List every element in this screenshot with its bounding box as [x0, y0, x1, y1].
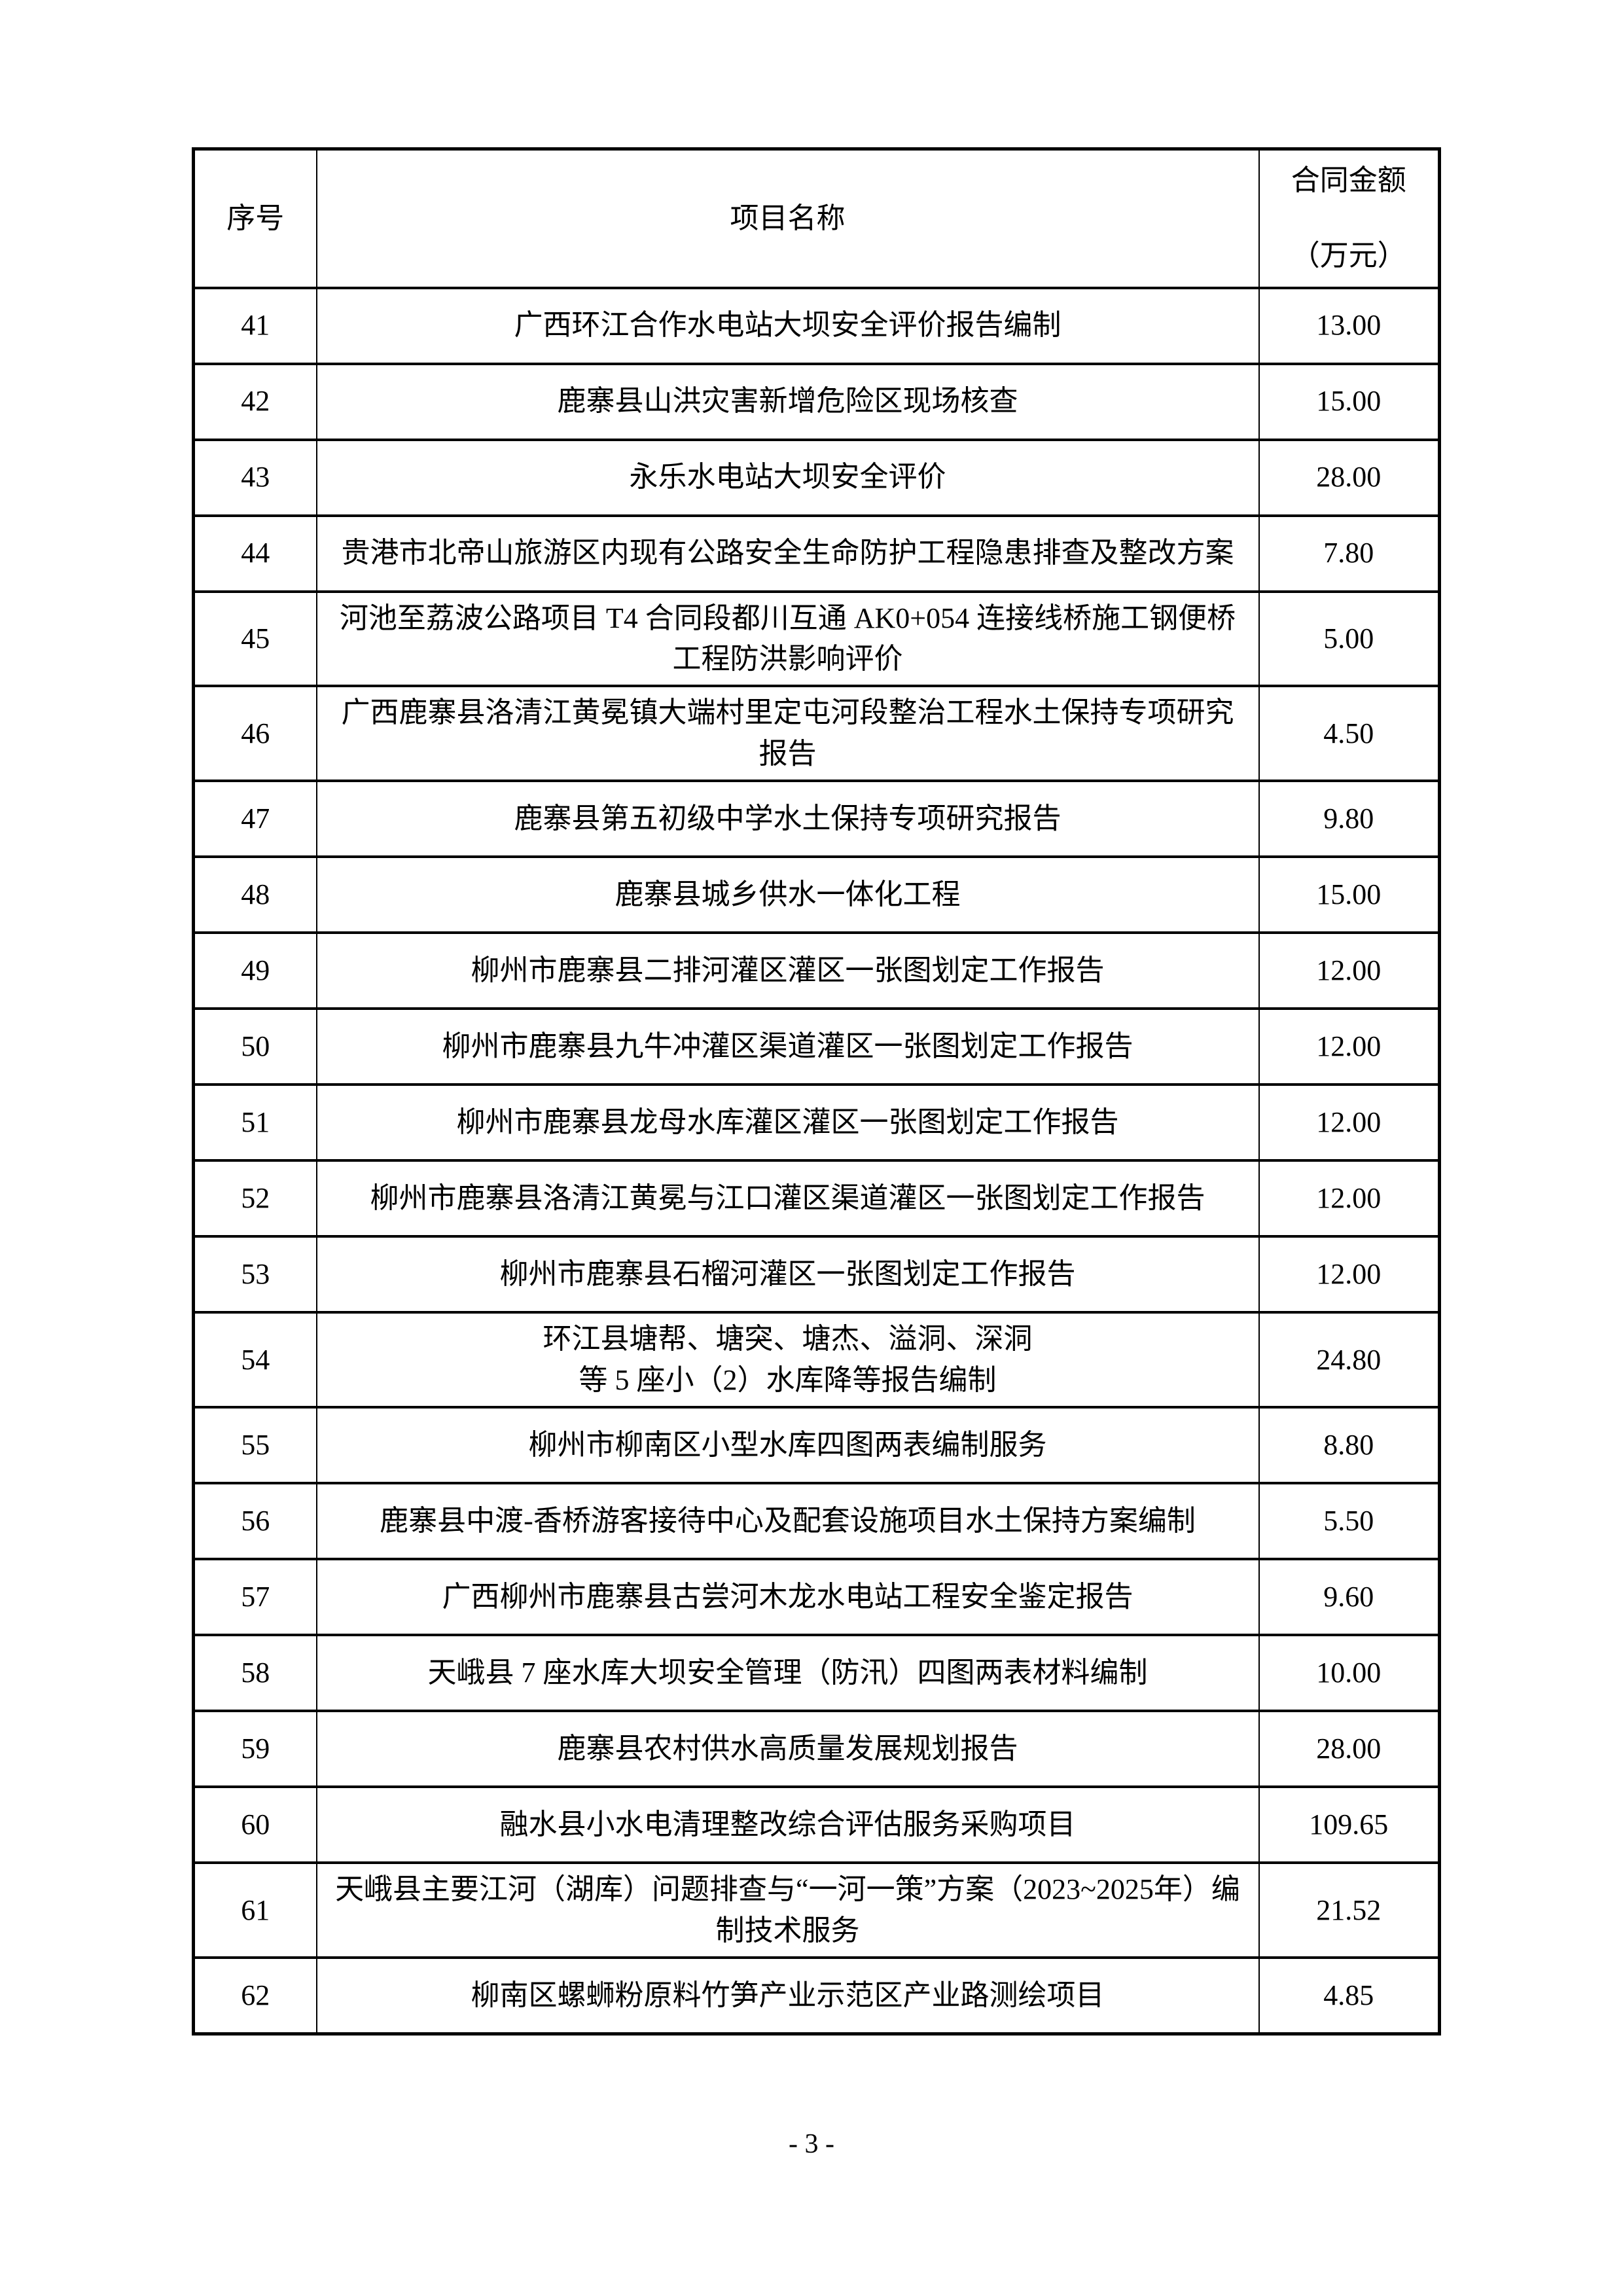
table-row: 47 鹿寨县第五初级中学水土保持专项研究报告 9.80	[192, 780, 1440, 859]
row-project-name-cell: 永乐水电站大坝安全评价	[315, 438, 1260, 517]
table-row: 56 鹿寨县中渡-香桥游客接待中心及配套设施项目水土保持方案编制 5.50	[192, 1482, 1440, 1561]
row-amount-cell: 15.00	[1258, 855, 1440, 935]
row-index-cell: 54	[192, 1311, 317, 1409]
row-project-name-cell: 柳州市鹿寨县龙母水库灌区灌区一张图划定工作报告	[315, 1083, 1260, 1162]
row-index-cell: 50	[192, 1007, 317, 1086]
row-amount-cell: 8.80	[1258, 1406, 1440, 1485]
table-row: 45 河池至荔波公路项目 T4 合同段都川互通 AK0+054 连接线桥施工钢便…	[192, 590, 1440, 688]
table-row: 62 柳南区螺蛳粉原料竹笋产业示范区产业路测绘项目 4.85	[192, 1956, 1440, 2036]
row-index-cell: 57	[192, 1558, 317, 1637]
row-project-name-cell: 广西鹿寨县洛清江黄冕镇大端村里定屯河段整治工程水土保持专项研究报告	[315, 685, 1260, 783]
row-amount-cell: 109.65	[1258, 1785, 1440, 1865]
row-project-name-cell: 天峨县 7 座水库大坝安全管理（防汛）四图两表材料编制	[315, 1634, 1260, 1713]
table-row: 50 柳州市鹿寨县九牛冲灌区渠道灌区一张图划定工作报告 12.00	[192, 1007, 1440, 1086]
row-amount-cell: 10.00	[1258, 1634, 1440, 1713]
table-row: 44 贵港市北帝山旅游区内现有公路安全生命防护工程隐患排查及整改方案 7.80	[192, 514, 1440, 593]
table-row: 53 柳州市鹿寨县石榴河灌区一张图划定工作报告 12.00	[192, 1235, 1440, 1314]
table-row: 52 柳州市鹿寨县洛清江黄冕与江口灌区渠道灌区一张图划定工作报告 12.00	[192, 1159, 1440, 1238]
row-amount-cell: 24.80	[1258, 1311, 1440, 1409]
projects-table: 序号 项目名称 合同金额 （万元） 41 广西环江合作水电站大坝安全评价报告编制…	[192, 147, 1441, 2036]
row-amount-cell: 12.00	[1258, 1235, 1440, 1314]
header-amount-title: 合同金额	[1291, 164, 1406, 197]
row-index-cell: 49	[192, 931, 317, 1011]
table-row: 55 柳州市柳南区小型水库四图两表编制服务 8.80	[192, 1406, 1440, 1485]
row-index-cell: 62	[192, 1956, 317, 2036]
table-row: 57 广西柳州市鹿寨县古尝河木龙水电站工程安全鉴定报告 9.60	[192, 1558, 1440, 1637]
row-index-cell: 59	[192, 1710, 317, 1789]
row-project-name-cell: 鹿寨县山洪灾害新增危险区现场核查	[315, 362, 1260, 441]
row-project-name-cell: 鹿寨县中渡-香桥游客接待中心及配套设施项目水土保持方案编制	[315, 1482, 1260, 1561]
row-index-cell: 45	[192, 590, 317, 688]
row-project-name-cell: 环江县塘帮、塘突、塘杰、溢洞、深洞 等 5 座小（2）水库降等报告编制	[315, 1311, 1260, 1409]
header-amount-unit: （万元）	[1291, 239, 1406, 272]
row-index-cell: 48	[192, 855, 317, 935]
row-amount-cell: 12.00	[1258, 1159, 1440, 1238]
row-amount-cell: 9.80	[1258, 780, 1440, 859]
table-row: 61 天峨县主要江河（湖库）问题排查与“一河一策”方案（2023~2025年）编…	[192, 1861, 1440, 1960]
header-index: 序号	[192, 147, 317, 289]
row-index-cell: 44	[192, 514, 317, 593]
row-project-name-cell: 河池至荔波公路项目 T4 合同段都川互通 AK0+054 连接线桥施工钢便桥工程…	[315, 590, 1260, 688]
row-amount-cell: 15.00	[1258, 362, 1440, 441]
row-index-cell: 47	[192, 780, 317, 859]
table-row: 41 广西环江合作水电站大坝安全评价报告编制 13.00	[192, 286, 1440, 365]
row-amount-cell: 7.80	[1258, 514, 1440, 593]
row-index-cell: 51	[192, 1083, 317, 1162]
page-number: - 3 -	[789, 2129, 834, 2159]
row-index-cell: 43	[192, 438, 317, 517]
row-project-name-cell: 鹿寨县城乡供水一体化工程	[315, 855, 1260, 935]
table-row: 58 天峨县 7 座水库大坝安全管理（防汛）四图两表材料编制 10.00	[192, 1634, 1440, 1713]
table-row: 43 永乐水电站大坝安全评价 28.00	[192, 438, 1440, 517]
header-contract-amount-inner: 合同金额 （万元）	[1260, 160, 1438, 276]
row-amount-cell: 21.52	[1258, 1861, 1440, 1960]
row-project-name-cell: 柳南区螺蛳粉原料竹笋产业示范区产业路测绘项目	[315, 1956, 1260, 2036]
table-row: 46 广西鹿寨县洛清江黄冕镇大端村里定屯河段整治工程水土保持专项研究报告 4.5…	[192, 685, 1440, 783]
row-amount-cell: 5.50	[1258, 1482, 1440, 1561]
table-row: 59 鹿寨县农村供水高质量发展规划报告 28.00	[192, 1710, 1440, 1789]
table-row: 42 鹿寨县山洪灾害新增危险区现场核查 15.00	[192, 362, 1440, 441]
row-index-cell: 60	[192, 1785, 317, 1865]
row-index-cell: 53	[192, 1235, 317, 1314]
row-project-name-cell: 广西环江合作水电站大坝安全评价报告编制	[315, 286, 1260, 365]
header-contract-amount: 合同金额 （万元）	[1258, 147, 1440, 289]
table-row: 48 鹿寨县城乡供水一体化工程 15.00	[192, 855, 1440, 935]
row-amount-cell: 5.00	[1258, 590, 1440, 688]
row-project-name-cell: 柳州市鹿寨县二排河灌区灌区一张图划定工作报告	[315, 931, 1260, 1011]
row-project-name-cell: 鹿寨县农村供水高质量发展规划报告	[315, 1710, 1260, 1789]
row-index-cell: 56	[192, 1482, 317, 1561]
row-project-name-cell: 鹿寨县第五初级中学水土保持专项研究报告	[315, 780, 1260, 859]
row-amount-cell: 12.00	[1258, 1083, 1440, 1162]
table-row: 49 柳州市鹿寨县二排河灌区灌区一张图划定工作报告 12.00	[192, 931, 1440, 1011]
table-body: 41 广西环江合作水电站大坝安全评价报告编制 13.00 42 鹿寨县山洪灾害新…	[192, 286, 1440, 2036]
row-index-cell: 52	[192, 1159, 317, 1238]
row-project-name-cell: 柳州市柳南区小型水库四图两表编制服务	[315, 1406, 1260, 1485]
table-row: 60 融水县小水电清理整改综合评估服务采购项目 109.65	[192, 1785, 1440, 1865]
row-index-cell: 58	[192, 1634, 317, 1713]
row-index-cell: 46	[192, 685, 317, 783]
row-project-name-cell: 广西柳州市鹿寨县古尝河木龙水电站工程安全鉴定报告	[315, 1558, 1260, 1637]
row-amount-cell: 28.00	[1258, 438, 1440, 517]
row-index-cell: 55	[192, 1406, 317, 1485]
row-project-name-cell: 贵港市北帝山旅游区内现有公路安全生命防护工程隐患排查及整改方案	[315, 514, 1260, 593]
row-index-cell: 42	[192, 362, 317, 441]
table-row: 51 柳州市鹿寨县龙母水库灌区灌区一张图划定工作报告 12.00	[192, 1083, 1440, 1162]
row-amount-cell: 12.00	[1258, 1007, 1440, 1086]
row-index-cell: 41	[192, 286, 317, 365]
row-project-name-cell: 柳州市鹿寨县九牛冲灌区渠道灌区一张图划定工作报告	[315, 1007, 1260, 1086]
row-amount-cell: 28.00	[1258, 1710, 1440, 1789]
table-row: 54 环江县塘帮、塘突、塘杰、溢洞、深洞 等 5 座小（2）水库降等报告编制 2…	[192, 1311, 1440, 1409]
row-amount-cell: 4.50	[1258, 685, 1440, 783]
row-project-name-cell: 融水县小水电清理整改综合评估服务采购项目	[315, 1785, 1260, 1865]
table-header-row: 序号 项目名称 合同金额 （万元）	[192, 147, 1440, 289]
row-amount-cell: 4.85	[1258, 1956, 1440, 2036]
row-project-name-cell: 天峨县主要江河（湖库）问题排查与“一河一策”方案（2023~2025年）编制技术…	[315, 1861, 1260, 1960]
row-amount-cell: 9.60	[1258, 1558, 1440, 1637]
row-project-name-cell: 柳州市鹿寨县石榴河灌区一张图划定工作报告	[315, 1235, 1260, 1314]
row-project-name-cell: 柳州市鹿寨县洛清江黄冕与江口灌区渠道灌区一张图划定工作报告	[315, 1159, 1260, 1238]
row-amount-cell: 12.00	[1258, 931, 1440, 1011]
header-project-name: 项目名称	[315, 147, 1260, 289]
row-amount-cell: 13.00	[1258, 286, 1440, 365]
row-index-cell: 61	[192, 1861, 317, 1960]
